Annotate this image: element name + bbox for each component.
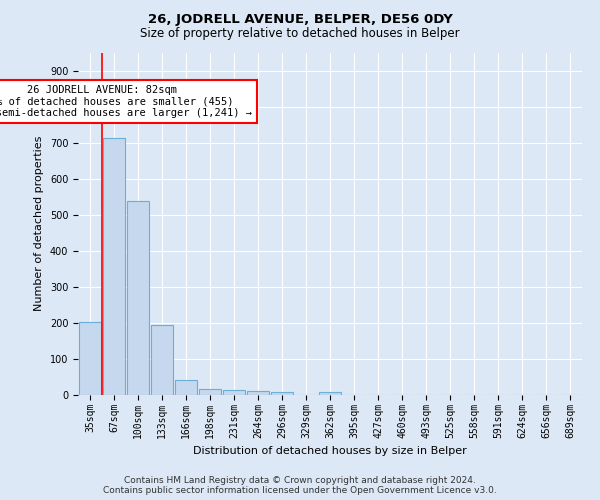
Bar — [319, 392, 341, 395]
Text: Size of property relative to detached houses in Belper: Size of property relative to detached ho… — [140, 28, 460, 40]
Bar — [271, 392, 293, 395]
Bar — [223, 390, 245, 395]
Bar — [175, 380, 197, 395]
Bar — [199, 389, 221, 395]
Bar — [247, 391, 269, 395]
Text: 26 JODRELL AVENUE: 82sqm
← 27% of detached houses are smaller (455)
72% of semi-: 26 JODRELL AVENUE: 82sqm ← 27% of detach… — [0, 85, 252, 118]
Y-axis label: Number of detached properties: Number of detached properties — [34, 136, 44, 312]
Bar — [79, 322, 101, 395]
Bar — [103, 138, 125, 395]
Text: Contains HM Land Registry data © Crown copyright and database right 2024.
Contai: Contains HM Land Registry data © Crown c… — [103, 476, 497, 495]
Bar — [127, 202, 149, 395]
X-axis label: Distribution of detached houses by size in Belper: Distribution of detached houses by size … — [193, 446, 467, 456]
Bar — [151, 326, 173, 395]
Text: 26, JODRELL AVENUE, BELPER, DE56 0DY: 26, JODRELL AVENUE, BELPER, DE56 0DY — [148, 12, 452, 26]
